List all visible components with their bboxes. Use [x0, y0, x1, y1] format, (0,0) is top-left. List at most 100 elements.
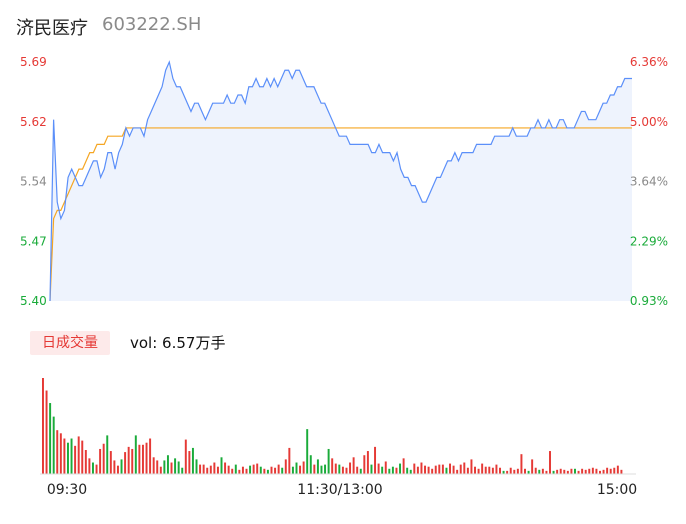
volume-bar	[384, 461, 387, 474]
volume-bar	[320, 465, 323, 474]
volume-bar	[463, 462, 466, 474]
volume-bar	[534, 467, 537, 474]
volume-bar	[227, 465, 230, 474]
volume-bar	[241, 466, 244, 474]
volume-bar	[606, 467, 609, 474]
volume-bar	[602, 469, 605, 474]
volume-bar	[584, 469, 587, 474]
volume-bar	[552, 470, 555, 474]
y-right-tick-label: 0.93%	[630, 294, 668, 308]
y-left-tick-label: 5.47	[20, 234, 47, 248]
volume-bar	[95, 464, 98, 474]
volume-bar	[599, 470, 601, 474]
volume-bar	[249, 465, 252, 474]
volume-bar	[45, 390, 48, 474]
volume-bar	[474, 466, 476, 474]
volume-bar	[541, 468, 544, 474]
x-tick-label: 11:30/13:00	[297, 482, 382, 498]
volume-bar	[152, 457, 155, 474]
volume-bar	[270, 466, 273, 474]
volume-bar	[509, 467, 512, 474]
volume-bar	[370, 464, 373, 474]
volume-bar	[288, 447, 291, 474]
volume-label: vol: 6.57万手	[130, 334, 226, 352]
stock-name: 济民医疗	[16, 18, 88, 39]
volume-bar	[313, 464, 316, 474]
volume-bar	[88, 458, 91, 474]
volume-bar	[466, 467, 469, 474]
volume-bar	[481, 463, 484, 474]
volume-bar	[591, 467, 594, 474]
volume-bar	[66, 442, 69, 474]
volume-bar	[595, 468, 598, 474]
volume-bar	[141, 444, 144, 474]
volume-bar	[420, 462, 423, 474]
volume-bar	[206, 467, 209, 474]
volume-bar	[74, 445, 77, 474]
volume-bar	[431, 468, 434, 474]
volume-bar	[149, 438, 152, 474]
volume-bar	[363, 455, 366, 474]
x-tick-label: 15:00	[597, 482, 637, 498]
volume-bar	[549, 451, 551, 474]
volume-bar	[538, 469, 541, 474]
volume-bar	[399, 463, 402, 474]
volume-bar	[188, 451, 191, 474]
volume-bar	[359, 468, 362, 474]
volume-bar	[181, 467, 184, 474]
volume-bar	[199, 464, 202, 474]
volume-bar	[56, 430, 59, 474]
volume-bar	[506, 470, 509, 474]
volume-bar	[341, 466, 344, 474]
volume-bar	[224, 462, 227, 474]
volume-bar	[127, 446, 130, 474]
volume-bar	[174, 458, 177, 474]
volume-bar	[145, 442, 148, 474]
volume-bar	[524, 468, 526, 474]
volume-bar	[124, 452, 127, 474]
stock-code: 603222.SH	[102, 14, 202, 35]
volume-bar	[477, 468, 480, 474]
volume-bar	[99, 448, 102, 474]
volume-bar	[377, 463, 380, 474]
volume-bar	[609, 468, 612, 474]
volume-bar	[334, 463, 337, 474]
volume-bar	[220, 457, 223, 474]
volume-bar	[331, 458, 334, 474]
volume-bar	[299, 465, 302, 474]
volume-bar	[470, 459, 473, 474]
volume-bar	[502, 470, 505, 474]
volume-bar	[138, 444, 141, 474]
volume-bar	[70, 438, 73, 474]
volume-bar	[459, 464, 462, 474]
volume-bar	[424, 465, 427, 474]
volume-bar	[245, 468, 248, 474]
volume-bar	[202, 464, 205, 474]
volume-bar	[263, 468, 266, 474]
volume-bar	[531, 459, 534, 474]
volume-bar	[545, 470, 548, 474]
volume-bar	[59, 433, 62, 474]
volume-tab[interactable]: 日成交量	[30, 331, 110, 355]
volume-bar	[274, 467, 277, 474]
y-right-tick-label: 6.36%	[630, 55, 668, 69]
volume-bar	[388, 468, 391, 474]
volume-bar	[163, 460, 166, 474]
y-left-tick-label: 5.62	[20, 115, 47, 129]
volume-bar	[77, 436, 80, 474]
volume-bar	[409, 469, 412, 474]
price-area	[50, 62, 632, 301]
volume-bar	[184, 439, 187, 474]
volume-bar	[113, 460, 116, 474]
volume-bar	[620, 469, 623, 474]
volume-bar	[616, 465, 619, 474]
volume-bar	[613, 467, 616, 474]
volume-bar	[281, 467, 284, 474]
volume-bar	[484, 466, 487, 474]
volume-bar	[416, 466, 419, 474]
volume-bar	[216, 466, 219, 474]
volume-bar	[213, 462, 216, 474]
volume-bar	[109, 451, 112, 474]
volume-bar	[63, 438, 66, 474]
volume-bar	[445, 467, 448, 474]
